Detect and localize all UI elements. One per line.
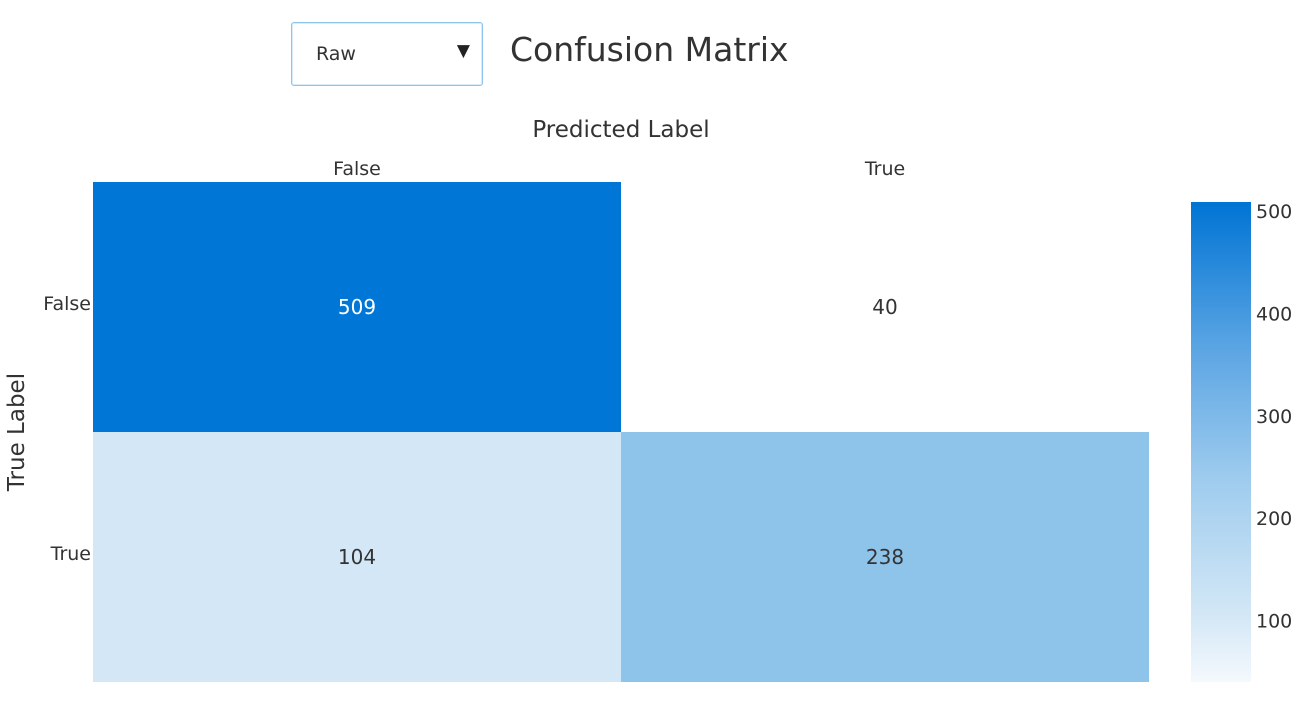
colorbar-tick-400: 400 bbox=[1256, 304, 1292, 326]
view-mode-selected-value: Raw bbox=[316, 43, 356, 65]
cell-value-true-true-pred-false: 104 bbox=[338, 545, 376, 569]
dropdown-arrow-icon: ▼ bbox=[456, 41, 470, 61]
cell-true-false-pred-true bbox=[621, 182, 1149, 432]
cell-value-true-true-pred-true: 238 bbox=[866, 545, 904, 569]
x-axis-title: Predicted Label bbox=[532, 117, 709, 143]
colorbar-tick-200: 200 bbox=[1256, 508, 1292, 530]
y-tick-label-false: False bbox=[43, 293, 91, 315]
colorbar-tick-500: 500 bbox=[1256, 201, 1292, 223]
x-tick-label-false: False bbox=[333, 158, 381, 180]
cell-value-true-false-pred-true: 40 bbox=[872, 295, 897, 319]
colorbar-tick-300: 300 bbox=[1256, 406, 1292, 428]
cell-true-false-pred-false bbox=[93, 182, 621, 432]
colorbar-tick-100: 100 bbox=[1256, 611, 1292, 633]
x-tick-label-true: True bbox=[864, 158, 905, 180]
cell-true-true-pred-true bbox=[621, 432, 1149, 682]
cell-true-true-pred-false bbox=[93, 432, 621, 682]
y-tick-label-true: True bbox=[50, 543, 91, 565]
page-title: Confusion Matrix bbox=[510, 30, 789, 69]
view-mode-select[interactable]: Raw ▼ bbox=[291, 22, 483, 86]
y-axis-title: True Label bbox=[4, 373, 30, 492]
colorbar bbox=[1191, 202, 1251, 682]
cell-value-true-false-pred-false: 509 bbox=[338, 295, 376, 319]
